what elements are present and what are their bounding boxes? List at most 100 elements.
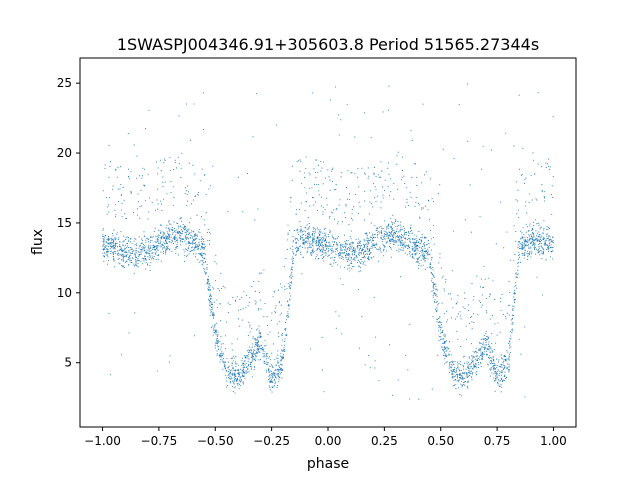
scatter-point bbox=[492, 366, 494, 368]
scatter-point bbox=[102, 255, 104, 257]
scatter-point bbox=[153, 230, 155, 233]
scatter-point bbox=[120, 249, 122, 251]
scatter-point bbox=[258, 325, 260, 327]
scatter-point bbox=[292, 256, 294, 258]
scatter-point bbox=[184, 192, 186, 195]
scatter-point bbox=[387, 109, 390, 111]
scatter-point bbox=[418, 265, 420, 267]
scatter-point bbox=[550, 239, 552, 241]
scatter-point bbox=[128, 258, 130, 260]
scatter-point bbox=[352, 249, 354, 251]
scatter-point bbox=[458, 104, 460, 106]
scatter-point bbox=[135, 259, 137, 261]
scatter-point bbox=[308, 172, 310, 174]
scatter-point bbox=[237, 176, 239, 178]
scatter-point bbox=[382, 227, 384, 230]
scatter-point bbox=[327, 250, 329, 252]
scatter-point bbox=[451, 377, 453, 379]
scatter-point bbox=[216, 350, 218, 352]
scatter-point bbox=[318, 230, 321, 232]
scatter-point bbox=[202, 263, 204, 265]
scatter-point bbox=[142, 167, 144, 169]
scatter-point bbox=[140, 244, 142, 246]
scatter-point bbox=[289, 281, 291, 284]
scatter-point bbox=[181, 230, 184, 232]
scatter-point bbox=[307, 233, 309, 235]
scatter-point bbox=[425, 257, 427, 259]
scatter-point bbox=[340, 247, 342, 249]
scatter-point bbox=[395, 242, 397, 244]
scatter-point bbox=[158, 242, 160, 244]
scatter-point bbox=[436, 309, 438, 311]
scatter-point bbox=[446, 321, 448, 323]
scatter-point bbox=[445, 353, 447, 355]
scatter-point bbox=[499, 373, 501, 375]
scatter-point bbox=[264, 302, 266, 305]
scatter-point bbox=[316, 247, 318, 249]
scatter-point bbox=[140, 189, 142, 191]
y-tick-label: 15 bbox=[57, 216, 72, 230]
scatter-point bbox=[360, 270, 362, 272]
scatter-point bbox=[130, 237, 132, 240]
scatter-point bbox=[164, 239, 166, 242]
scatter-point bbox=[122, 244, 124, 246]
scatter-point bbox=[376, 227, 378, 229]
scatter-point bbox=[116, 242, 118, 245]
scatter-point bbox=[186, 248, 188, 251]
scatter-point bbox=[342, 258, 344, 260]
scatter-point bbox=[400, 244, 402, 246]
scatter-point bbox=[333, 189, 336, 191]
scatter-point bbox=[409, 227, 411, 229]
scatter-point bbox=[397, 225, 399, 227]
scatter-point bbox=[250, 348, 252, 351]
scatter-point bbox=[477, 314, 479, 316]
scatter-point bbox=[290, 282, 292, 284]
scatter-point bbox=[255, 339, 257, 341]
scatter-point bbox=[392, 230, 394, 232]
scatter-point bbox=[334, 256, 336, 258]
scatter-point bbox=[302, 241, 305, 243]
scatter-point bbox=[456, 377, 459, 379]
scatter-point bbox=[248, 354, 250, 356]
scatter-point bbox=[122, 265, 124, 267]
scatter-point bbox=[544, 244, 547, 246]
scatter-point bbox=[263, 361, 265, 363]
scatter-point bbox=[211, 313, 213, 315]
scatter-point bbox=[393, 243, 395, 245]
scatter-point bbox=[255, 351, 257, 353]
scatter-point bbox=[538, 245, 540, 248]
scatter-point bbox=[496, 372, 498, 374]
scatter-point bbox=[222, 361, 224, 363]
scatter-point bbox=[390, 191, 392, 193]
scatter-point bbox=[528, 247, 530, 250]
scatter-point bbox=[198, 247, 200, 249]
scatter-point bbox=[174, 238, 176, 240]
scatter-point bbox=[493, 380, 495, 382]
scatter-point bbox=[216, 334, 218, 336]
scatter-point bbox=[208, 286, 210, 288]
scatter-point bbox=[300, 231, 302, 233]
scatter-point bbox=[117, 258, 119, 260]
scatter-point bbox=[551, 258, 554, 260]
scatter-point bbox=[259, 351, 261, 353]
scatter-point bbox=[378, 231, 380, 233]
scatter-point bbox=[112, 241, 114, 243]
scatter-point bbox=[409, 240, 411, 242]
scatter-point bbox=[494, 372, 496, 375]
scatter-point bbox=[150, 239, 152, 241]
scatter-point bbox=[287, 224, 289, 226]
scatter-point bbox=[113, 251, 115, 253]
scatter-point bbox=[269, 359, 271, 361]
scatter-point bbox=[402, 244, 404, 246]
scatter-point bbox=[460, 369, 462, 371]
scatter-point bbox=[433, 300, 435, 303]
scatter-point bbox=[190, 139, 192, 141]
scatter-point bbox=[145, 246, 147, 248]
scatter-point bbox=[192, 236, 194, 238]
scatter-point bbox=[307, 248, 309, 250]
scatter-point bbox=[264, 356, 266, 358]
scatter-point bbox=[374, 244, 376, 246]
scatter-point bbox=[158, 245, 160, 247]
scatter-point bbox=[495, 376, 497, 378]
scatter-point bbox=[141, 239, 144, 241]
